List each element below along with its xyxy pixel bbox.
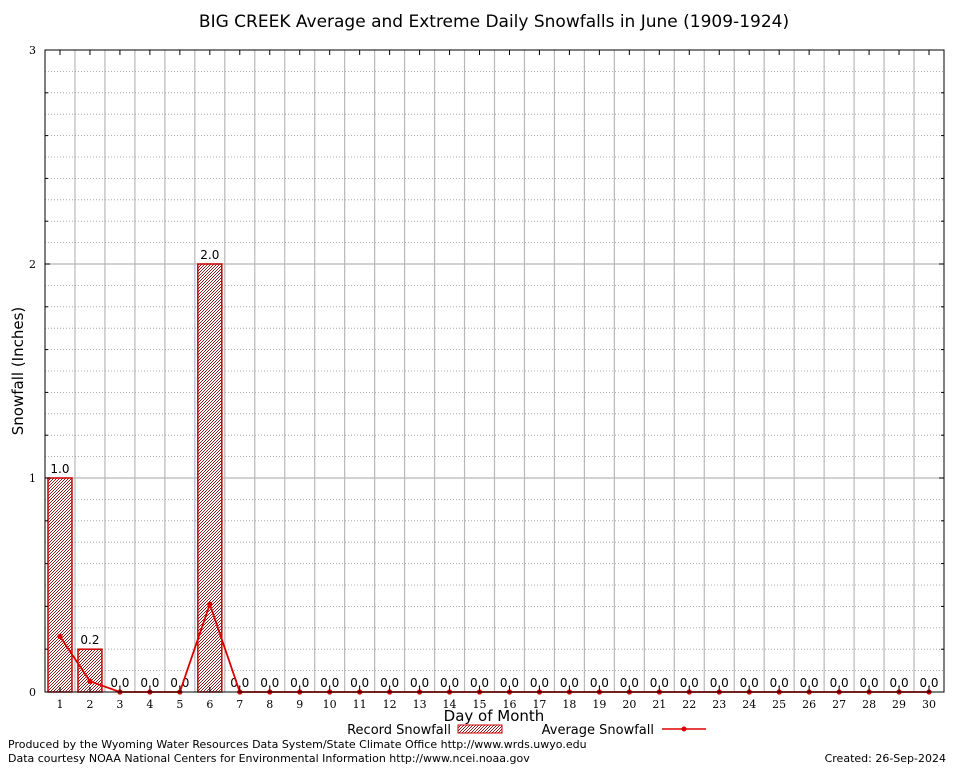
x-axis: 1 2 3 4 5 6 7 8 9 10 11 12 13 14 15 16 17 18 19 20 21 22 23 24 2… xyxy=(56,50,936,711)
bar-value-label: 0.0 xyxy=(290,676,309,690)
x-tick-label: 22 xyxy=(682,698,696,711)
y-tick-label: 1 xyxy=(29,472,36,485)
x-tick-label: 5 xyxy=(176,698,183,711)
bar-value-label: 0.2 xyxy=(80,633,99,647)
snowfall-chart: BIG CREEK Average and Extreme Daily Snow… xyxy=(9,12,945,738)
x-tick-label: 2 xyxy=(86,698,93,711)
bar-value-label: 0.0 xyxy=(500,676,519,690)
x-tick-label: 17 xyxy=(532,698,546,711)
grid xyxy=(45,50,944,692)
bar-value-label: 0.0 xyxy=(560,676,579,690)
average-point xyxy=(207,601,213,607)
bar-value-label: 0.0 xyxy=(830,676,849,690)
bar-value-label: 0.0 xyxy=(320,676,339,690)
x-axis-label: Day of Month xyxy=(444,707,545,725)
x-tick-label: 21 xyxy=(652,698,666,711)
x-tick-label: 19 xyxy=(592,698,606,711)
x-tick-label: 11 xyxy=(353,698,367,711)
x-tick-label: 20 xyxy=(622,698,636,711)
y-tick-label: 0 xyxy=(29,686,36,699)
y-axis-label: Snowfall (Inches) xyxy=(9,307,27,435)
bar-value-label: 1.0 xyxy=(50,462,69,476)
bar-value-label: 0.0 xyxy=(350,676,369,690)
bar-value-label: 0.0 xyxy=(140,676,159,690)
x-tick-label: 28 xyxy=(862,698,876,711)
y-axis: 0 1 2 3 xyxy=(29,44,944,699)
legend-average-marker xyxy=(681,726,687,732)
x-tick-label: 12 xyxy=(383,698,397,711)
bar-value-label: 0.0 xyxy=(440,676,459,690)
bar-value-label: 0.0 xyxy=(770,676,789,690)
average-point xyxy=(57,633,63,639)
bar-value-label: 0.0 xyxy=(410,676,429,690)
legend-record-label: Record Snowfall xyxy=(347,723,451,738)
record-bar xyxy=(47,477,73,693)
bar-value-label: 0.0 xyxy=(680,676,699,690)
x-tick-label: 27 xyxy=(832,698,846,711)
bar-value-label: 0.0 xyxy=(800,676,819,690)
x-tick-label: 18 xyxy=(562,698,576,711)
x-tick-label: 9 xyxy=(296,698,303,711)
bar-value-label: 0.0 xyxy=(470,676,489,690)
x-tick-label: 23 xyxy=(712,698,726,711)
bar-value-label: 0.0 xyxy=(620,676,639,690)
x-tick-label: 8 xyxy=(266,698,273,711)
record-bar xyxy=(77,648,103,693)
x-tick-label: 10 xyxy=(323,698,337,711)
x-tick-label: 13 xyxy=(413,698,427,711)
x-tick-label: 14 xyxy=(443,698,457,711)
bar-value-label: 0.0 xyxy=(919,676,938,690)
bar-value-label: 0.0 xyxy=(740,676,759,690)
created-date: Created: 26-Sep-2024 xyxy=(824,752,946,765)
average-point xyxy=(87,678,93,684)
bar-value-label: 2.0 xyxy=(200,248,219,262)
x-tick-label: 29 xyxy=(892,698,906,711)
x-tick-label: 7 xyxy=(236,698,243,711)
x-tick-label: 24 xyxy=(742,698,756,711)
bar-value-label: 0.0 xyxy=(530,676,549,690)
bar-value-label: 0.0 xyxy=(710,676,729,690)
x-tick-label: 6 xyxy=(206,698,213,711)
credit-ncei: Data courtesy NOAA National Centers for … xyxy=(8,752,530,765)
bar-value-label: 0.0 xyxy=(260,676,279,690)
bar-value-label: 0.0 xyxy=(860,676,879,690)
legend: Record Snowfall Average Snowfall xyxy=(347,723,706,738)
legend-average-label: Average Snowfall xyxy=(542,723,654,738)
y-tick-label: 2 xyxy=(29,258,36,271)
x-tick-label: 16 xyxy=(502,698,516,711)
x-tick-label: 3 xyxy=(116,698,123,711)
chart-title: BIG CREEK Average and Extreme Daily Snow… xyxy=(199,12,789,32)
bar-value-label: 0.0 xyxy=(380,676,399,690)
bars-layer xyxy=(47,263,223,693)
x-tick-label: 1 xyxy=(56,698,63,711)
credit-wrds: Produced by the Wyoming Water Resources … xyxy=(8,738,587,751)
y-tick-label: 3 xyxy=(29,44,36,57)
bar-value-label: 0.0 xyxy=(650,676,669,690)
x-tick-label: 30 xyxy=(922,698,936,711)
bar-value-label: 0.0 xyxy=(110,676,129,690)
x-tick-label: 4 xyxy=(146,698,153,711)
x-tick-label: 25 xyxy=(772,698,786,711)
bar-value-label: 0.0 xyxy=(590,676,609,690)
legend-record-swatch xyxy=(457,724,503,734)
plot-frame xyxy=(44,49,945,693)
x-tick-label: 15 xyxy=(473,698,487,711)
x-tick-label: 26 xyxy=(802,698,816,711)
bar-value-label: 0.0 xyxy=(890,676,909,690)
